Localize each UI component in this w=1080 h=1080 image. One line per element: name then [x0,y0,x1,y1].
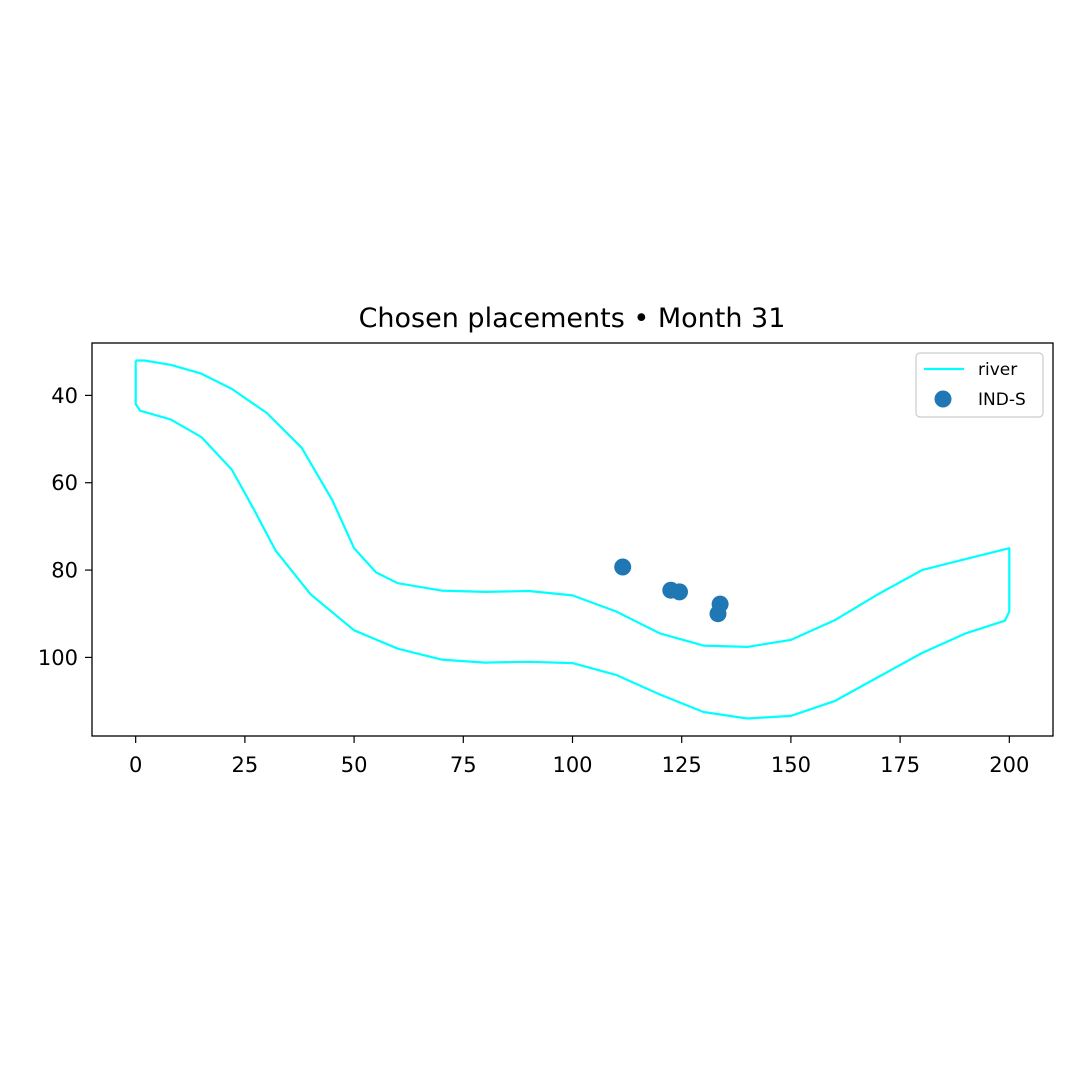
y-tick-label: 40 [51,384,78,408]
river-outline [134,359,1011,720]
x-tick-label: 75 [450,753,477,777]
y-tick-label: 80 [51,559,78,583]
x-tick-label: 50 [341,753,368,777]
y-tick-label: 60 [51,471,78,495]
placement-point [614,558,632,576]
chart-title: Chosen placements • Month 31 [359,303,786,334]
placement-point [671,583,688,601]
x-tick-label: 200 [989,753,1029,777]
x-tick-label: 175 [880,753,920,777]
x-axis: 0 25 50 75 100 125 150 175 200 [129,736,1029,777]
y-axis: 40 60 80 100 [38,384,92,670]
legend-swatch-ind-s [934,390,952,408]
x-tick-label: 125 [662,753,702,777]
x-tick-label: 100 [552,753,592,777]
x-tick-label: 0 [129,753,142,777]
legend: river IND-S [915,352,1044,418]
plot-layer [134,359,1011,720]
x-tick-label: 25 [232,753,259,777]
legend-label: IND-S [978,390,1026,410]
placement-point [709,605,727,623]
x-tick-label: 150 [771,753,811,777]
y-tick-label: 100 [38,646,78,670]
legend-label: river [978,360,1017,380]
